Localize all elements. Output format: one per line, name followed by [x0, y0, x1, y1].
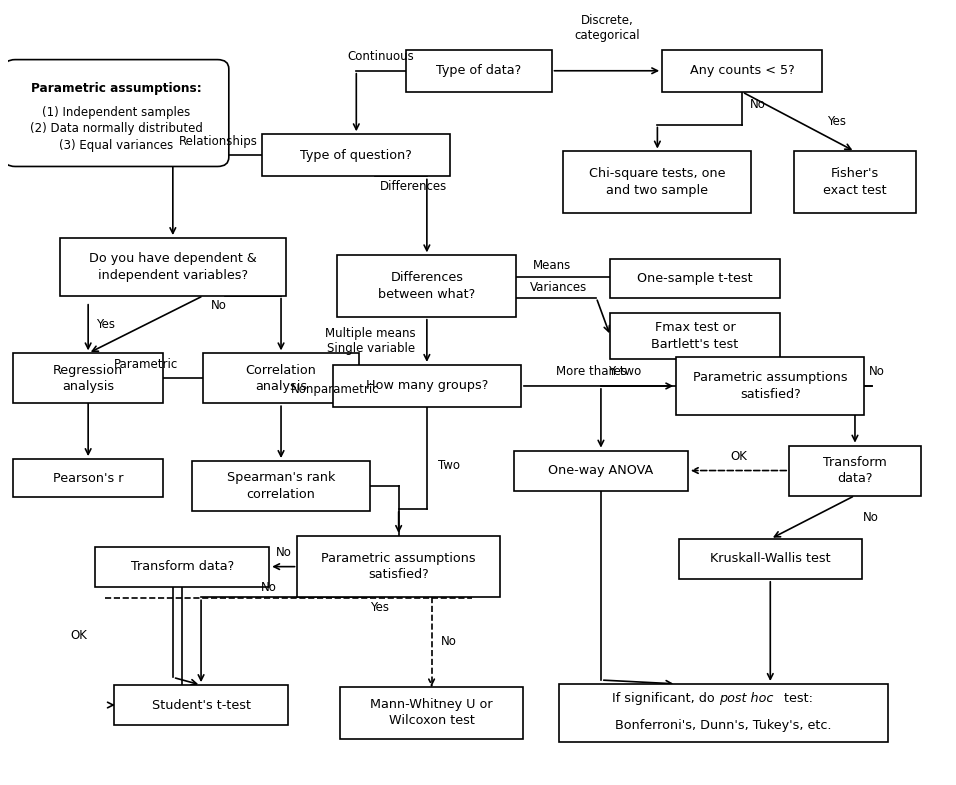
FancyBboxPatch shape	[333, 365, 521, 407]
FancyBboxPatch shape	[676, 357, 864, 414]
FancyBboxPatch shape	[4, 60, 228, 166]
Text: More than two: More than two	[556, 365, 641, 378]
Text: How many groups?: How many groups?	[366, 379, 489, 392]
Text: Differences: Differences	[380, 181, 447, 193]
FancyBboxPatch shape	[563, 152, 751, 213]
Text: Nonparametric: Nonparametric	[291, 382, 380, 396]
Text: Type of question?: Type of question?	[300, 149, 412, 162]
FancyBboxPatch shape	[297, 536, 500, 597]
Text: One-sample t-test: One-sample t-test	[638, 272, 752, 285]
Text: Mann-Whitney U or
Wilcoxon test: Mann-Whitney U or Wilcoxon test	[370, 698, 493, 728]
Text: Yes: Yes	[608, 365, 627, 378]
FancyBboxPatch shape	[262, 134, 450, 177]
FancyBboxPatch shape	[114, 685, 288, 725]
FancyBboxPatch shape	[96, 546, 270, 586]
Text: OK: OK	[730, 450, 747, 463]
Text: Parametric assumptions
satisfied?: Parametric assumptions satisfied?	[321, 552, 476, 582]
Text: No: No	[750, 98, 766, 111]
FancyBboxPatch shape	[191, 461, 370, 511]
Text: Student's t-test: Student's t-test	[152, 699, 250, 711]
FancyBboxPatch shape	[679, 539, 862, 579]
FancyBboxPatch shape	[514, 451, 688, 491]
FancyBboxPatch shape	[339, 687, 523, 739]
Text: Multiple means
Single variable: Multiple means Single variable	[325, 327, 416, 355]
Text: Parametric: Parametric	[114, 358, 178, 371]
Text: Fmax test or
Bartlett's test: Fmax test or Bartlett's test	[651, 321, 739, 351]
Text: Chi-square tests, one
and two sample: Chi-square tests, one and two sample	[589, 167, 726, 197]
Text: Differences
between what?: Differences between what?	[379, 272, 475, 301]
Text: Yes: Yes	[370, 601, 389, 614]
FancyBboxPatch shape	[793, 152, 916, 213]
FancyBboxPatch shape	[789, 446, 921, 495]
Text: Any counts < 5?: Any counts < 5?	[689, 64, 794, 77]
Text: Discrete,
categorical: Discrete, categorical	[574, 14, 640, 42]
Text: Parametric assumptions
satisfied?: Parametric assumptions satisfied?	[693, 371, 848, 400]
Text: Transform data?: Transform data?	[131, 560, 234, 573]
Text: No: No	[210, 299, 227, 312]
Text: Parametric assumptions:: Parametric assumptions:	[31, 82, 202, 95]
Text: Bonferroni's, Dunn's, Tukey's, etc.: Bonferroni's, Dunn's, Tukey's, etc.	[615, 718, 832, 732]
Text: Relationships: Relationships	[179, 135, 257, 148]
Text: No: No	[275, 546, 292, 559]
Text: Means: Means	[533, 259, 572, 272]
Text: test:: test:	[780, 692, 813, 706]
Text: Type of data?: Type of data?	[436, 64, 521, 77]
FancyBboxPatch shape	[60, 238, 286, 296]
FancyBboxPatch shape	[405, 49, 552, 92]
Text: One-way ANOVA: One-way ANOVA	[549, 464, 654, 477]
Text: Continuous: Continuous	[348, 50, 414, 63]
Text: If significant, do: If significant, do	[612, 692, 719, 706]
Text: Variances: Variances	[531, 281, 588, 294]
FancyBboxPatch shape	[337, 255, 516, 317]
Text: Do you have dependent &
independent variables?: Do you have dependent & independent vari…	[89, 252, 257, 282]
Text: No: No	[869, 365, 885, 378]
FancyBboxPatch shape	[610, 313, 780, 359]
Text: post hoc: post hoc	[719, 692, 772, 706]
Text: (1) Independent samples
(2) Data normally distributed
(3) Equal variances: (1) Independent samples (2) Data normall…	[30, 106, 203, 152]
FancyBboxPatch shape	[12, 459, 163, 498]
Text: Kruskall-Wallis test: Kruskall-Wallis test	[710, 553, 831, 565]
Text: Transform
data?: Transform data?	[823, 456, 887, 485]
Text: No: No	[261, 582, 277, 594]
Text: Pearson's r: Pearson's r	[53, 472, 123, 484]
FancyBboxPatch shape	[663, 49, 822, 92]
FancyBboxPatch shape	[12, 353, 163, 403]
Text: Yes: Yes	[96, 318, 115, 331]
Text: Regression
analysis: Regression analysis	[53, 363, 123, 393]
Text: No: No	[441, 636, 457, 648]
Text: Two: Two	[438, 459, 460, 473]
Text: Spearman's rank
correlation: Spearman's rank correlation	[227, 471, 336, 501]
Text: No: No	[862, 511, 879, 524]
FancyBboxPatch shape	[558, 684, 888, 742]
FancyBboxPatch shape	[204, 353, 358, 403]
Text: OK: OK	[71, 630, 88, 642]
Text: Correlation
analysis: Correlation analysis	[246, 363, 316, 393]
FancyBboxPatch shape	[610, 259, 780, 298]
Text: Yes: Yes	[827, 115, 846, 128]
Text: Fisher's
exact test: Fisher's exact test	[823, 167, 887, 197]
